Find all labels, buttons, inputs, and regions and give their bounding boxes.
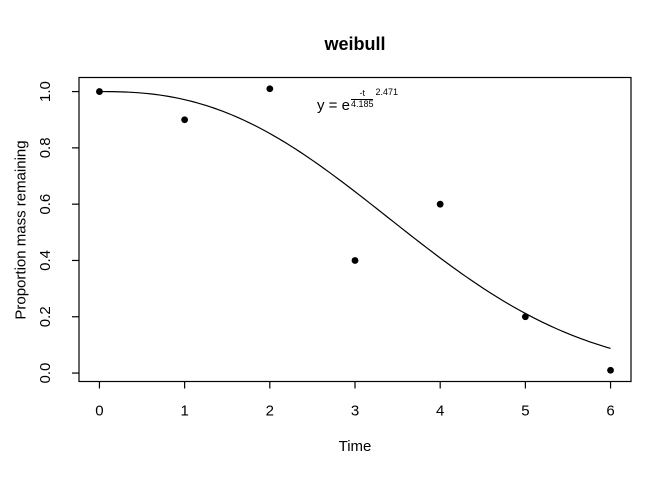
- x-tick-label: 5: [521, 403, 529, 420]
- plot-box: [78, 76, 632, 383]
- x-axis-label: Time: [338, 438, 372, 455]
- y-tick-label: 1.0: [37, 81, 54, 102]
- y-tick-label: 0.2: [37, 306, 54, 327]
- data-point: [96, 88, 103, 95]
- data-point: [607, 366, 614, 374]
- y-tick-label: 0.0: [37, 363, 54, 384]
- data-point: [436, 200, 444, 208]
- x-tick-label: 2: [266, 403, 274, 420]
- equation-fraction: -t 4.185: [350, 88, 374, 110]
- data-point: [181, 116, 189, 124]
- y-tick-label: 0.6: [37, 194, 54, 215]
- fit-equation: y = e -t 4.185 2.471: [317, 87, 398, 115]
- data-point: [266, 85, 274, 93]
- x-tick-label: 1: [180, 403, 188, 420]
- chart-title: weibull: [324, 34, 386, 54]
- equation-numerator: -t: [350, 88, 374, 100]
- equation-denominator: 4.185: [350, 99, 374, 109]
- y-tick-label: 0.4: [37, 250, 54, 271]
- fit-curve: [99, 90, 611, 349]
- x-tick-label: 4: [436, 403, 444, 420]
- equation-exponent: 2.471: [375, 87, 398, 97]
- equation-lhs: y = e: [317, 97, 350, 114]
- x-tick-label: 3: [351, 403, 359, 420]
- x-tick-label: 0: [95, 403, 103, 420]
- y-tick-label: 0.8: [37, 137, 54, 158]
- x-tick-label: 6: [606, 403, 614, 420]
- data-point: [521, 313, 529, 321]
- data-point: [351, 257, 359, 264]
